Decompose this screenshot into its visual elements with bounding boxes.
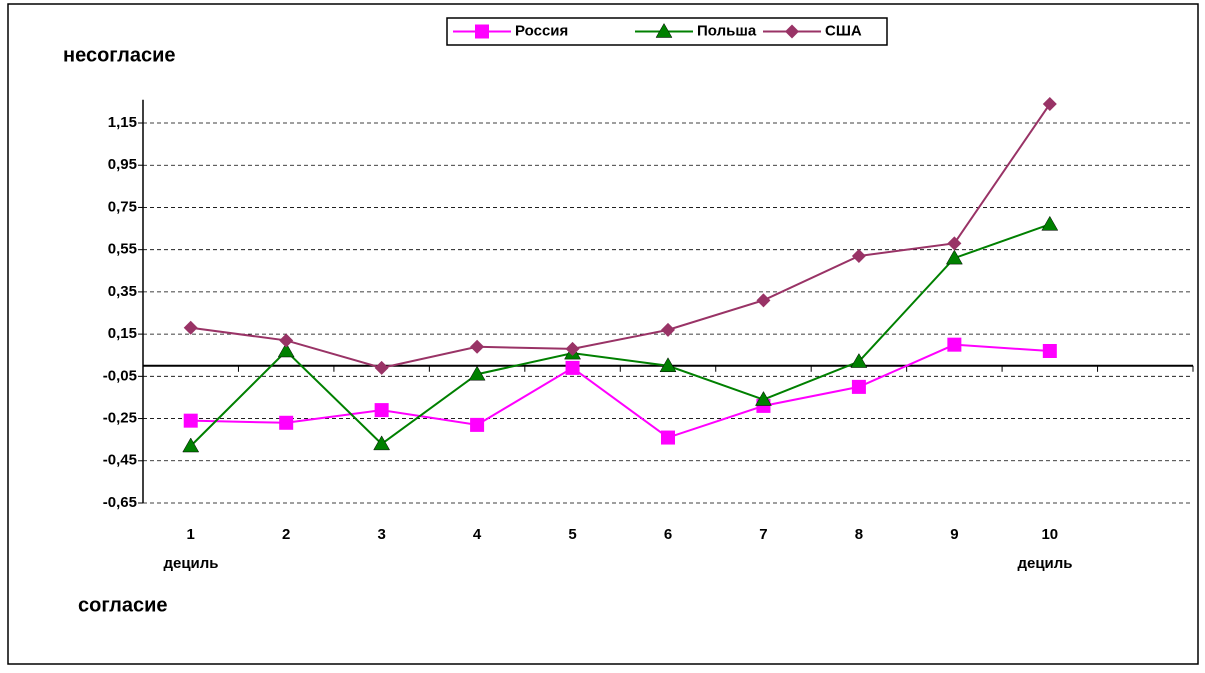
series-line (190, 103, 1051, 369)
point (1041, 215, 1059, 231)
point (947, 337, 962, 352)
point (279, 333, 294, 348)
y-tick-label: 0,35 (108, 283, 137, 300)
y-tick-label: 0,75 (108, 198, 137, 215)
legend-label: Россия (515, 22, 568, 39)
point (565, 360, 580, 375)
legend-marker (655, 22, 673, 38)
point (659, 357, 677, 373)
point (468, 365, 486, 381)
annotation: несогласие (63, 44, 175, 66)
x-tick-label: 4 (473, 526, 482, 543)
y-tick-label: -0,65 (103, 494, 137, 511)
point (945, 249, 963, 265)
point (1042, 344, 1057, 358)
x-tick-label: 2 (282, 526, 290, 543)
series-line (190, 343, 1050, 439)
point (374, 403, 389, 418)
point (183, 413, 198, 428)
legend-label: США (825, 22, 862, 39)
x-tick-label: 3 (377, 526, 385, 543)
point (565, 341, 580, 356)
annotation: согласие (78, 594, 168, 616)
y-tick-label: 1,15 (108, 114, 137, 131)
point (851, 379, 866, 394)
y-tick-label: 0,95 (108, 156, 137, 173)
legend-label: Польша (697, 22, 757, 39)
legend-marker (475, 24, 489, 39)
x-tick-label: 1 (187, 526, 195, 543)
point (470, 417, 485, 432)
x-tick-label: 9 (950, 526, 958, 543)
annotation: дециль (163, 555, 218, 572)
legend-marker (785, 24, 799, 39)
point (374, 360, 389, 375)
y-tick-label: 0,15 (108, 325, 137, 342)
x-tick-label: 7 (759, 526, 767, 543)
y-tick-label: -0,25 (103, 410, 137, 427)
y-tick-label: -0,45 (103, 452, 137, 469)
annotation: дециль (1017, 555, 1072, 572)
point (1042, 97, 1057, 111)
x-tick-label: 8 (855, 526, 863, 543)
x-tick-label: 10 (1041, 526, 1058, 543)
point (947, 236, 962, 251)
series-line (190, 223, 1051, 447)
y-tick-label: 0,55 (108, 241, 137, 258)
point (661, 430, 675, 445)
point (373, 435, 391, 451)
point (279, 415, 294, 430)
point (661, 322, 675, 337)
point (755, 391, 772, 406)
y-tick-label: -0,05 (103, 367, 137, 384)
x-tick-label: 6 (664, 526, 672, 543)
point (851, 249, 866, 263)
point (756, 293, 771, 308)
point (183, 320, 198, 335)
point (277, 342, 295, 358)
x-tick-label: 5 (568, 526, 576, 543)
point (182, 437, 200, 453)
point (470, 339, 485, 354)
point (850, 353, 868, 368)
